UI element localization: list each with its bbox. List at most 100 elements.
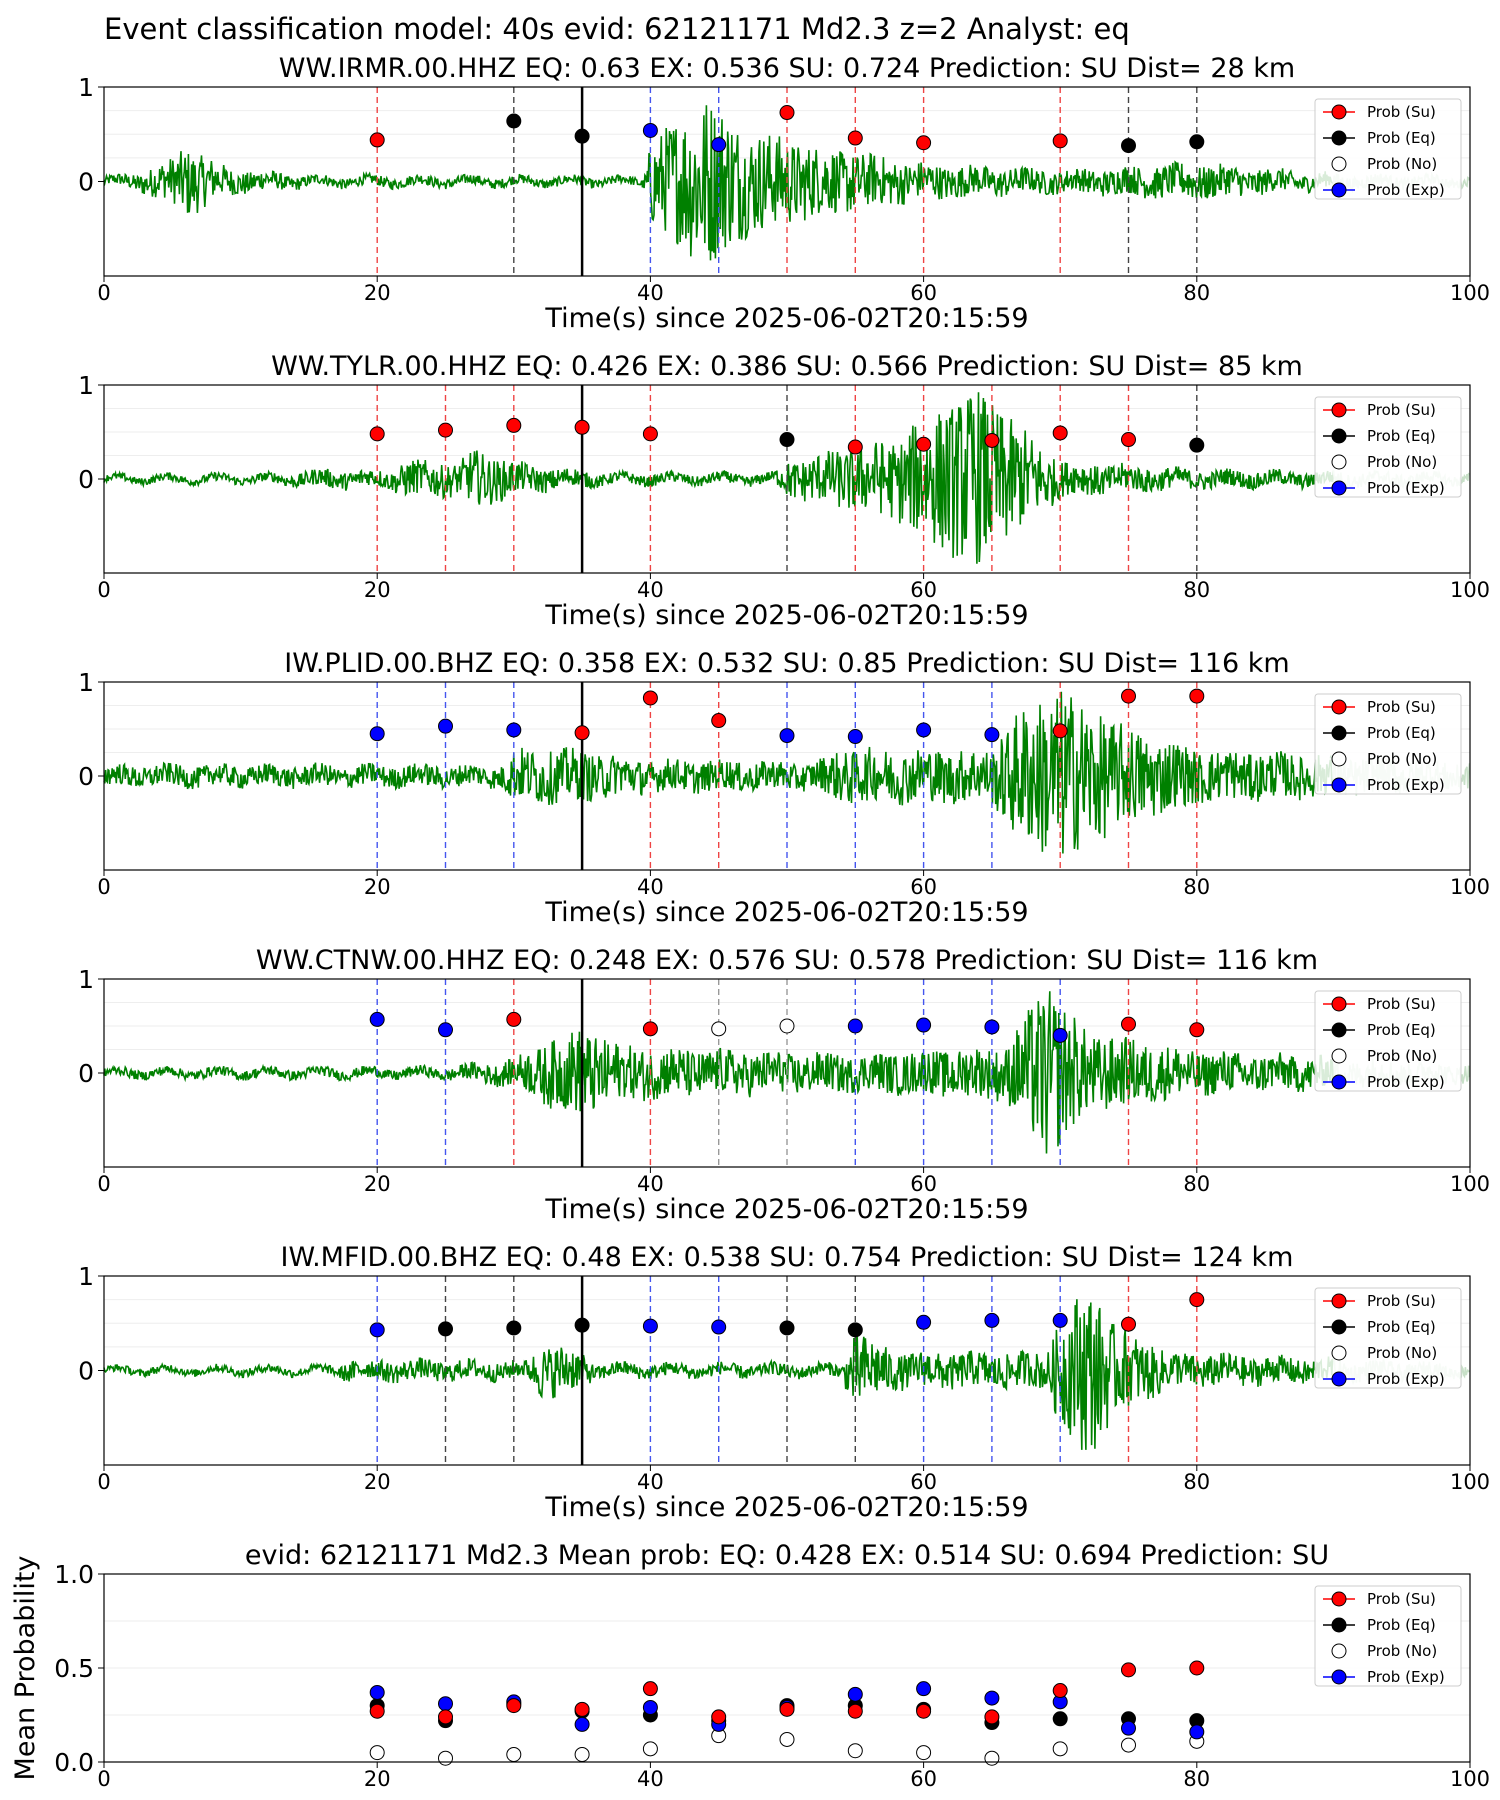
legend-marker-no: [1331, 454, 1347, 470]
legend-label-no: Prob (No): [1367, 1642, 1437, 1660]
mean-prob-point-su: [916, 1703, 932, 1719]
prob-marker-ex: [984, 1312, 1000, 1328]
legend-marker-ex: [1331, 1371, 1347, 1387]
x-axis-label: Time(s) since 2025-06-02T20:15:59: [544, 1492, 1028, 1523]
prob-marker-eq: [1189, 437, 1205, 453]
prob-marker-su: [642, 426, 658, 442]
panel-5: evid: 62121171 Md2.3 Mean prob: EQ: 0.42…: [10, 1540, 1490, 1791]
prob-marker-ex: [369, 1011, 385, 1027]
prob-marker-su: [369, 132, 385, 148]
x-tick-label: 60: [910, 1767, 937, 1791]
legend-marker-no: [1331, 1345, 1347, 1361]
mean-prob-point-ex: [574, 1716, 590, 1732]
mean-prob-point-su: [1121, 1662, 1136, 1678]
legend-label-ex: Prob (Exp): [1367, 1370, 1445, 1388]
prob-marker-ex: [711, 137, 727, 153]
x-tick-label: 100: [1450, 1470, 1490, 1494]
legend-marker-su: [1331, 1293, 1347, 1309]
panel-title: evid: 62121171 Md2.3 Mean prob: EQ: 0.42…: [245, 1540, 1329, 1571]
x-tick-label: 80: [1183, 1172, 1210, 1196]
y-tick-label: 0: [78, 1059, 94, 1088]
x-tick-label: 40: [637, 1767, 664, 1791]
x-axis-label: Time(s) since 2025-06-02T20:15:59: [544, 897, 1028, 928]
legend-marker-no: [1331, 1643, 1347, 1659]
mean-prob-point-no: [642, 1741, 658, 1757]
legend-label-no: Prob (No): [1367, 1344, 1437, 1362]
legend-box: [1314, 990, 1462, 1092]
legend-marker-no: [1331, 751, 1347, 767]
y-tick-label: 0: [78, 168, 94, 197]
prob-marker-ex: [369, 726, 385, 742]
y-tick-label: 1: [78, 73, 94, 102]
x-axis-label: Time(s) since 2025-06-02T20:15:59: [544, 303, 1028, 334]
prob-marker-su: [916, 436, 932, 452]
mean-prob-point-su: [506, 1698, 522, 1714]
mean-prob-point-no: [984, 1750, 1000, 1766]
mean-prob-point-su: [574, 1701, 590, 1717]
prob-marker-no: [779, 1018, 795, 1034]
legend-marker-su: [1331, 104, 1347, 120]
x-tick-label: 20: [364, 1767, 391, 1791]
legend-marker-ex: [1331, 1669, 1347, 1685]
x-tick-label: 100: [1450, 875, 1490, 899]
x-tick-label: 40: [637, 578, 664, 602]
mean-prob-point-su: [369, 1703, 385, 1719]
legend-label-no: Prob (No): [1367, 453, 1437, 471]
prob-marker-ex: [438, 718, 453, 734]
x-tick-label: 80: [1183, 578, 1210, 602]
axes-frame: [103, 978, 1471, 1168]
legend-marker-ex: [1331, 480, 1347, 496]
prob-marker-su: [1052, 425, 1068, 441]
mean-prob-point-su: [984, 1709, 1000, 1725]
x-tick-label: 0: [97, 578, 110, 602]
y-tick-label: 0: [78, 1357, 94, 1386]
x-tick-label: 20: [364, 875, 391, 899]
legend: Prob (Su) Prob (Eq) Prob (No) Prob (Exp): [1314, 693, 1462, 795]
x-tick-label: 0: [97, 875, 110, 899]
panel-title: IW.MFID.00.BHZ EQ: 0.48 EX: 0.538 SU: 0.…: [281, 1242, 1294, 1273]
prob-marker-ex: [984, 727, 1000, 743]
prob-marker-su: [1121, 1016, 1136, 1032]
prob-marker-ex: [916, 722, 932, 738]
legend-box: [1314, 1585, 1462, 1687]
mean-prob-point-no: [847, 1743, 863, 1759]
x-tick-label: 60: [910, 1172, 937, 1196]
x-tick-label: 40: [637, 1172, 664, 1196]
legend: Prob (Su) Prob (Eq) Prob (No) Prob (Exp): [1314, 98, 1462, 200]
legend-label-su: Prob (Su): [1367, 995, 1436, 1013]
prob-marker-su: [369, 426, 385, 442]
mean-prob-point-ex: [438, 1696, 453, 1712]
prob-marker-su: [847, 130, 863, 146]
legend-marker-su: [1331, 1591, 1347, 1607]
prob-marker-ex: [438, 1022, 453, 1038]
legend-label-ex: Prob (Exp): [1367, 1073, 1445, 1091]
prob-marker-su: [1121, 432, 1136, 448]
prob-marker-eq: [506, 1320, 522, 1336]
legend-label-eq: Prob (Eq): [1367, 1021, 1436, 1039]
mean-prob-point-no: [916, 1745, 932, 1761]
legend-label-su: Prob (Su): [1367, 698, 1436, 716]
prob-marker-su: [642, 1021, 658, 1037]
prob-marker-eq: [847, 1322, 863, 1338]
prob-marker-ex: [506, 722, 522, 738]
x-tick-label: 100: [1450, 578, 1490, 602]
x-tick-label: 20: [364, 1470, 391, 1494]
y-tick-label: 1: [78, 371, 94, 400]
legend-label-ex: Prob (Exp): [1367, 181, 1445, 199]
mean-prob-point-no: [1121, 1737, 1136, 1753]
x-tick-label: 20: [364, 281, 391, 305]
legend-box: [1314, 693, 1462, 795]
axes-frame: [103, 384, 1471, 574]
mean-prob-point-ex: [916, 1681, 932, 1697]
legend-marker-eq: [1331, 1022, 1347, 1038]
legend-label-no: Prob (No): [1367, 1047, 1437, 1065]
prob-marker-eq: [1189, 134, 1205, 150]
panel-title: WW.IRMR.00.HHZ EQ: 0.63 EX: 0.536 SU: 0.…: [279, 53, 1295, 84]
prob-marker-no: [711, 1021, 727, 1037]
mean-prob-point-no: [1052, 1741, 1068, 1757]
prob-marker-su: [1189, 1292, 1205, 1308]
legend-label-ex: Prob (Exp): [1367, 776, 1445, 794]
legend-marker-ex: [1331, 182, 1347, 198]
x-tick-label: 60: [910, 875, 937, 899]
prob-marker-ex: [1052, 1027, 1068, 1043]
